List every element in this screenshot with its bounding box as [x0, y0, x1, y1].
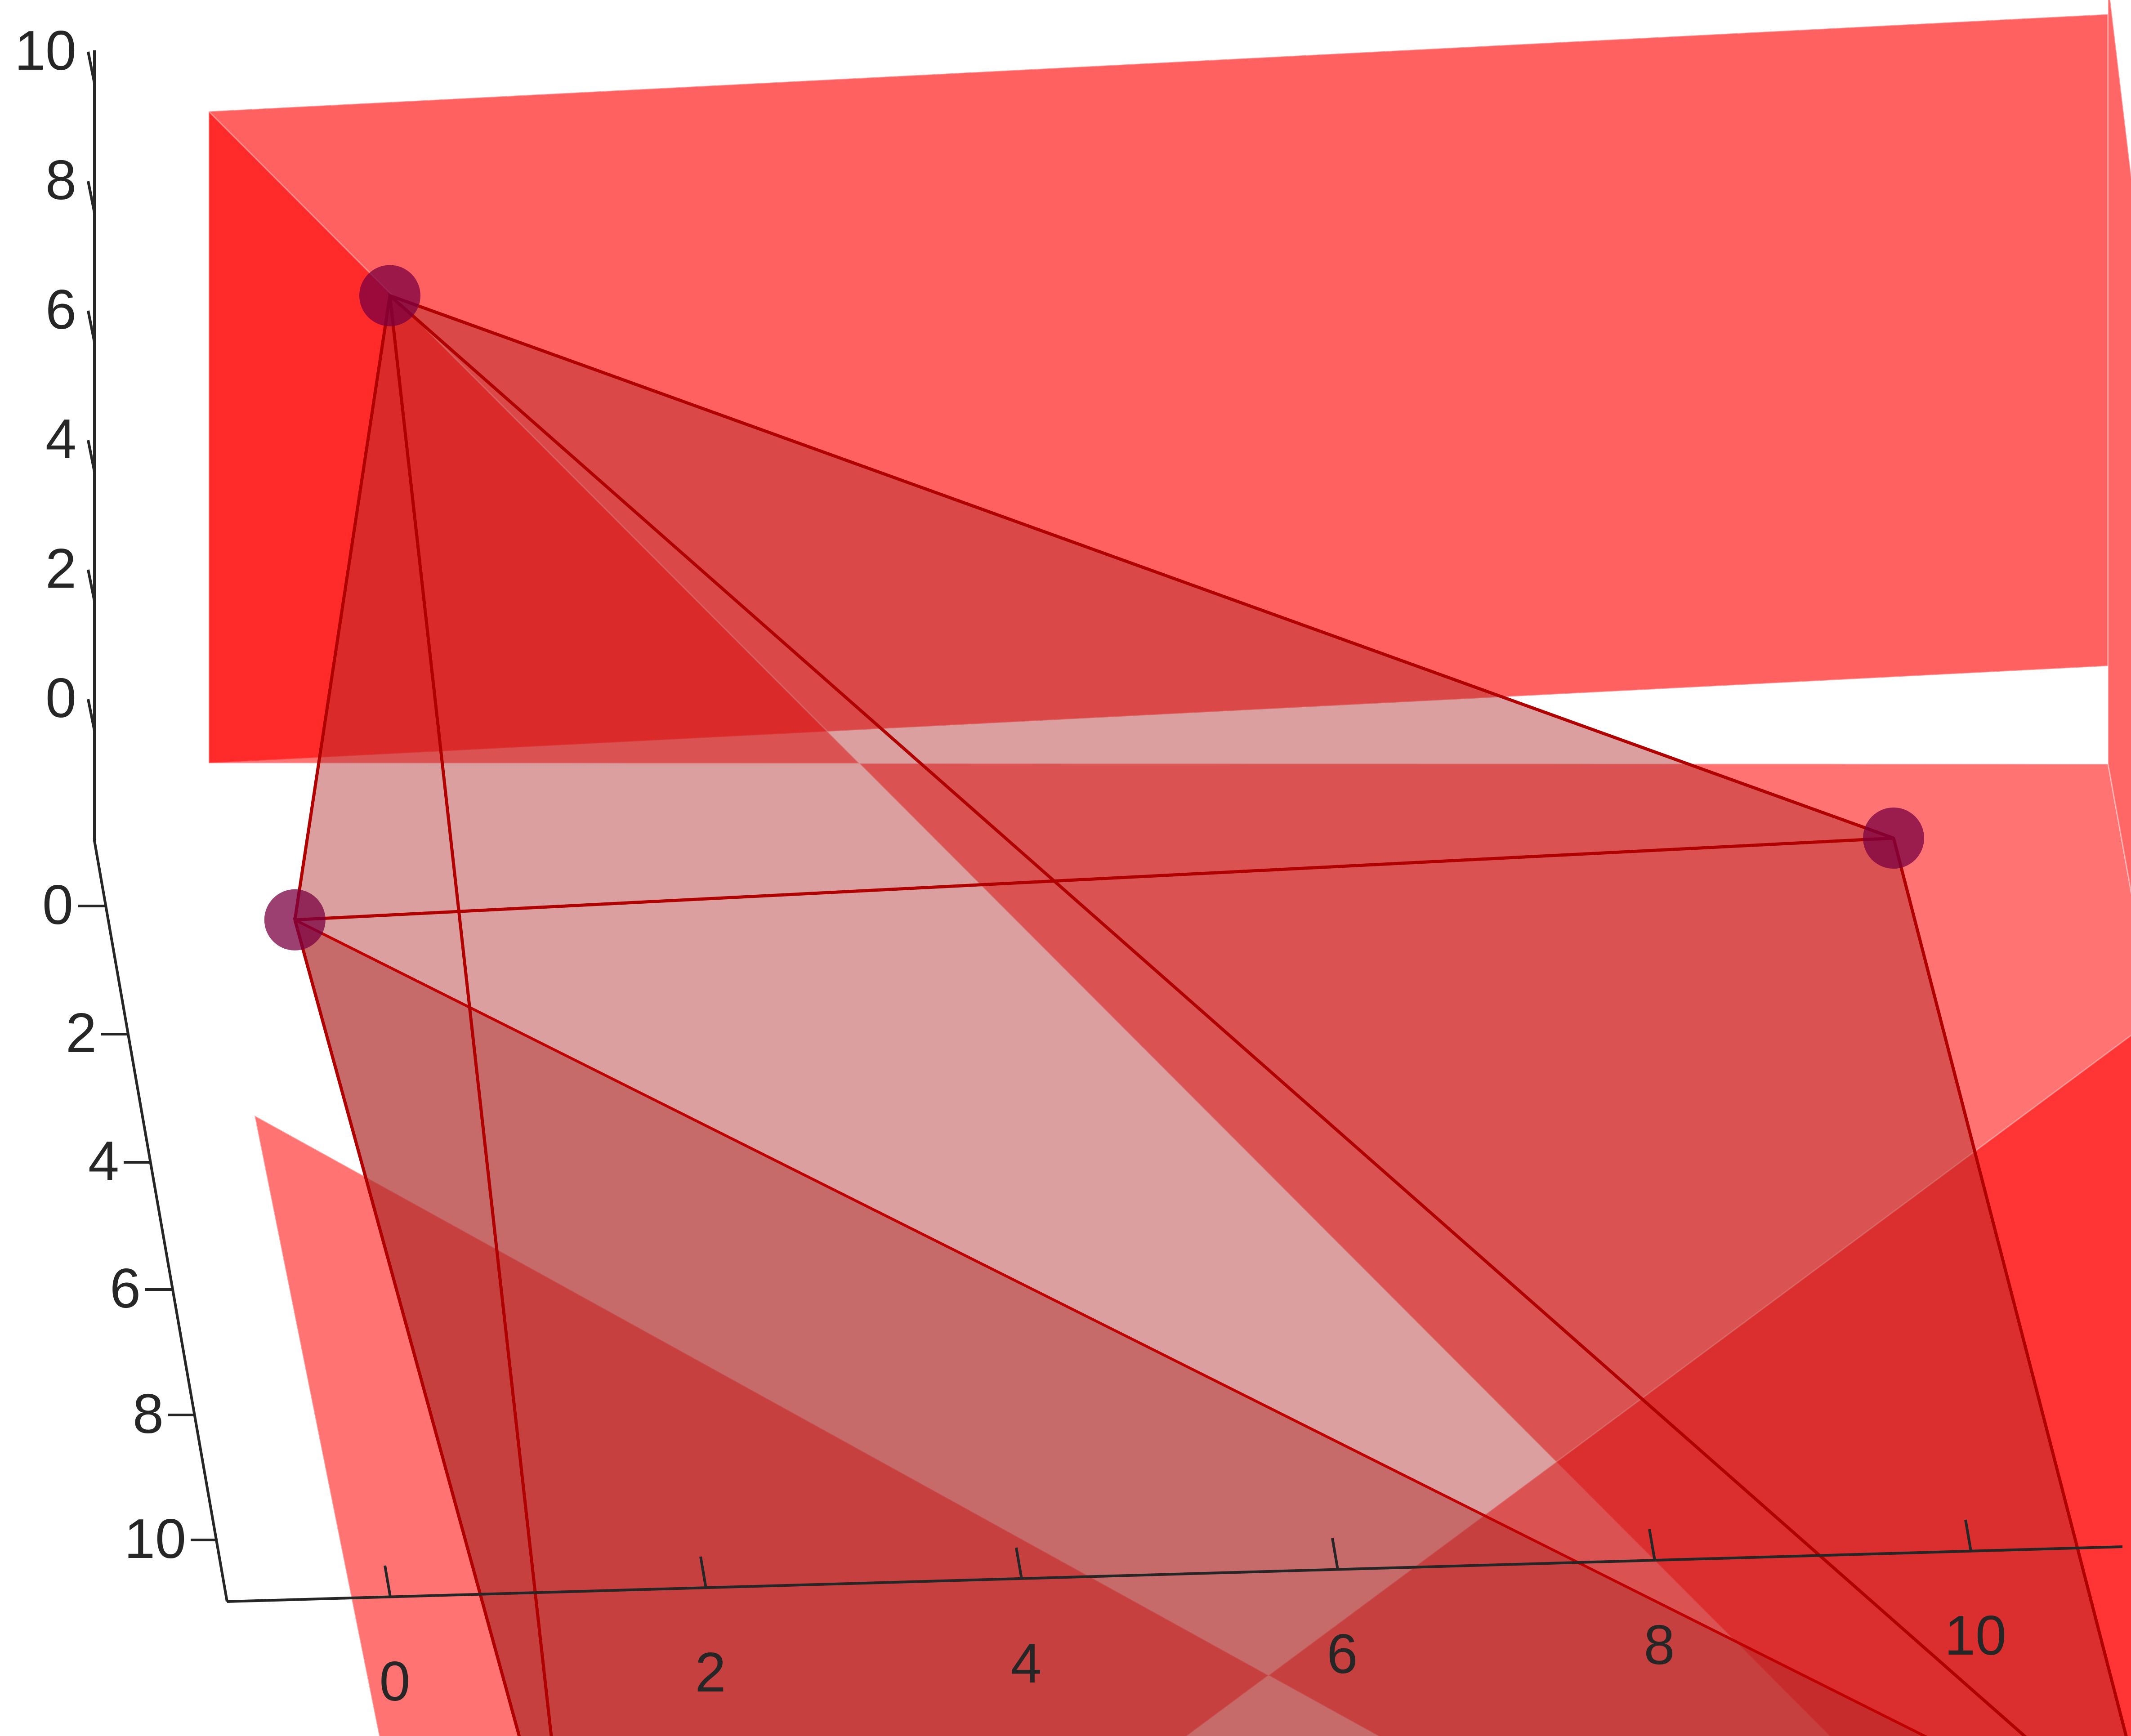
- x-tick-label: 10: [1944, 1605, 2006, 1667]
- z-tick-label: 4: [45, 408, 76, 470]
- z-tick: [87, 51, 96, 84]
- vertex-e: [264, 889, 326, 951]
- edge-db: [389, 294, 2027, 1736]
- z-tick: [87, 569, 96, 602]
- plane-right: [2107, 0, 2131, 895]
- edge-ed: [293, 295, 392, 920]
- y-tick-label: 6: [110, 1258, 141, 1320]
- vertex-c: [1863, 808, 1924, 869]
- x-tick: [1331, 1538, 1339, 1570]
- tick-marks: [78, 51, 1972, 1598]
- x-tick-label: 6: [1327, 1623, 1358, 1685]
- z-tick-label: 6: [45, 279, 76, 341]
- y-tick-label: 2: [66, 1002, 97, 1064]
- y-tick-label: 10: [124, 1508, 186, 1570]
- vertex-markers: [264, 265, 1924, 951]
- z-tick-label: 2: [45, 538, 76, 600]
- axes: [93, 50, 2123, 1603]
- x-tick: [1648, 1529, 1656, 1561]
- z-tick-label: 8: [45, 149, 76, 211]
- z-tick-label: 10: [14, 20, 76, 82]
- z-tick: [87, 310, 96, 343]
- z-tick: [87, 440, 96, 472]
- edge-ec: [295, 836, 1894, 922]
- z-tick-label: 0: [45, 667, 76, 729]
- vertex-d: [359, 265, 420, 326]
- x-tick-label: 4: [1011, 1633, 1042, 1695]
- edge-da: [388, 295, 553, 1736]
- y-tick-label: 8: [133, 1383, 164, 1445]
- y-axis-line: [93, 840, 228, 1602]
- x-tick: [1964, 1519, 1972, 1552]
- edge-bc: [1892, 838, 2128, 1736]
- x-tick: [699, 1556, 707, 1589]
- edge-ea: [293, 919, 521, 1736]
- x-tick: [1015, 1547, 1023, 1580]
- x-tick-label: 8: [1644, 1614, 1675, 1676]
- x-tick-label: 2: [695, 1642, 726, 1704]
- y-tick-label: 4: [88, 1130, 119, 1192]
- tick-labels: 0 2 4 6 8 10 0 2 4 6 8 10 0 2 4 6 8 10: [14, 20, 2006, 1713]
- x-tick-label: 0: [380, 1651, 411, 1713]
- x-tick: [384, 1565, 392, 1598]
- z-tick: [87, 699, 96, 731]
- edge-cd: [389, 294, 1894, 840]
- tetrahedron-edges: [293, 292, 2128, 1736]
- y-tick-label: 0: [42, 874, 73, 936]
- z-tick: [87, 181, 96, 213]
- x-axis-line: [227, 1545, 2123, 1603]
